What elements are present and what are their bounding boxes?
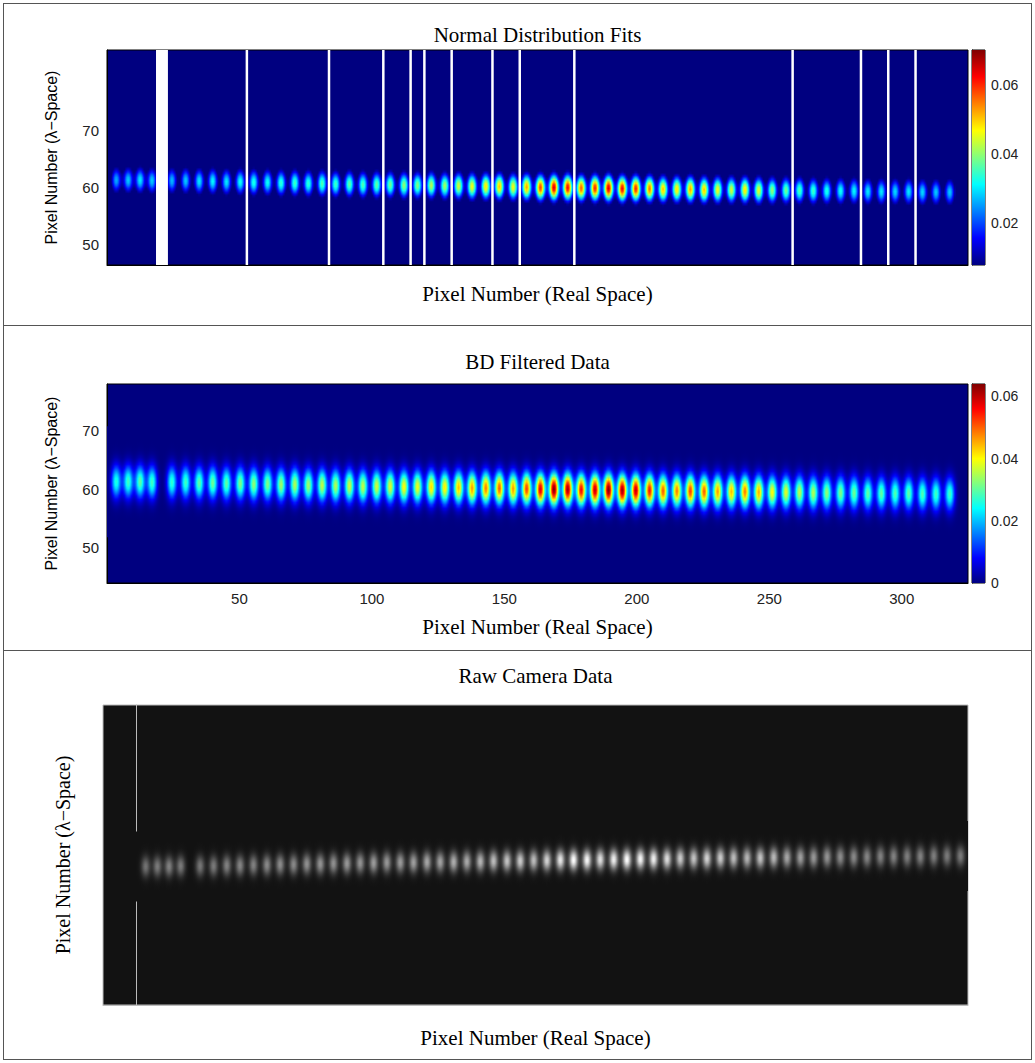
svg-text:50: 50 [231, 590, 248, 607]
svg-text:50: 50 [82, 539, 99, 556]
svg-text:100: 100 [359, 590, 384, 607]
svg-text:Pixel Number (Real Space): Pixel Number (Real Space) [422, 282, 652, 306]
svg-text:0.06: 0.06 [991, 77, 1018, 93]
svg-text:70: 70 [82, 122, 99, 139]
svg-text:0.06: 0.06 [991, 388, 1018, 404]
svg-text:Pixel Number (λ−Space): Pixel Number (λ−Space) [43, 71, 60, 245]
svg-text:Pixel Number (λ−Space): Pixel Number (λ−Space) [52, 756, 75, 955]
svg-text:Normal Distribution Fits: Normal Distribution Fits [434, 23, 642, 47]
svg-text:BD Filtered Data: BD Filtered Data [465, 350, 610, 374]
svg-text:250: 250 [757, 590, 782, 607]
svg-text:0.04: 0.04 [991, 451, 1018, 467]
svg-text:60: 60 [82, 481, 99, 498]
svg-text:150: 150 [492, 590, 517, 607]
svg-text:Raw Camera Data: Raw Camera Data [459, 664, 614, 688]
svg-text:Pixel Number (Real Space): Pixel Number (Real Space) [420, 1026, 650, 1050]
svg-text:300: 300 [889, 590, 914, 607]
svg-text:0: 0 [991, 575, 999, 591]
svg-text:50: 50 [82, 236, 99, 253]
svg-text:70: 70 [82, 422, 99, 439]
svg-text:Pixel Number (Real Space): Pixel Number (Real Space) [422, 615, 652, 639]
svg-text:Pixel Number (λ−Space): Pixel Number (λ−Space) [43, 397, 60, 571]
svg-text:0.02: 0.02 [991, 215, 1018, 231]
svg-text:0.04: 0.04 [991, 146, 1018, 162]
svg-text:60: 60 [82, 179, 99, 196]
svg-text:0.02: 0.02 [991, 513, 1018, 529]
svg-text:200: 200 [624, 590, 649, 607]
